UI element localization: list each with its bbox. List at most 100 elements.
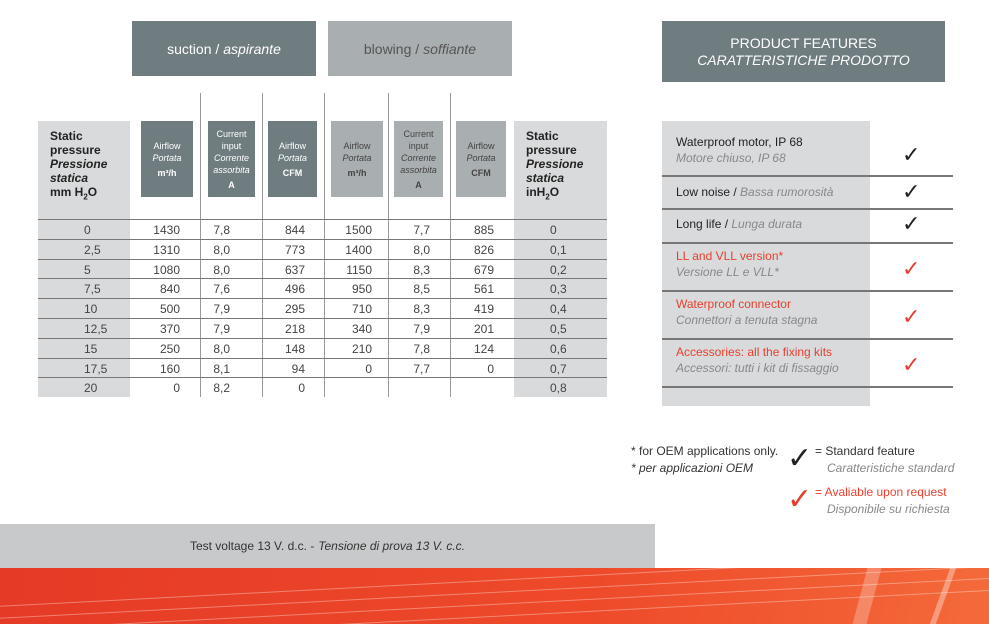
table-cell: 0 (550, 223, 557, 237)
table-cell: 561 (473, 282, 494, 297)
table-cell: 679 (473, 262, 494, 277)
checkmark-red-icon: ✓ (902, 304, 921, 329)
table-cell: 0 (487, 361, 494, 376)
table-cell: 7,6 (213, 282, 230, 297)
feature-divider (662, 290, 953, 292)
oem-note: * for OEM applications only. * per appli… (631, 443, 778, 477)
h-l2: pressure (50, 143, 101, 157)
test-voltage-bar: Test voltage 13 V. d.c. - Tensione di pr… (0, 524, 655, 568)
table-cell: 500 (159, 302, 180, 317)
table-cell: 7,9 (213, 322, 230, 336)
unit: inH (526, 185, 546, 199)
band-stripe (929, 568, 957, 624)
column-header: Airflow Portata CFM (456, 121, 506, 197)
tab-suction: suction / aspirante (132, 21, 316, 76)
column-divider (324, 93, 325, 397)
oem-note-it: * per applicazioni OEM (631, 461, 754, 475)
table-cell: 7,7 (413, 361, 430, 376)
unit2: O (87, 185, 98, 199)
table-cell: 0,3 (550, 282, 567, 297)
h-l2: pressure (526, 143, 577, 157)
header-it: Portata (342, 152, 372, 163)
column-header: Airflow Portata m³/h (331, 121, 383, 197)
feature-divider (662, 242, 953, 244)
column-divider (450, 93, 451, 397)
table-cell: 840 (159, 282, 180, 297)
legend-standard: = Standard feature Caratteristiche stand… (815, 443, 954, 477)
decorative-band (0, 568, 989, 624)
table-cell: 7,8 (213, 223, 230, 237)
table-cell: 1150 (346, 262, 372, 277)
checkmark-black-icon: ✓ (902, 142, 921, 167)
table-row: 0 1430 7,8 844 1500 7,7 885 0 (38, 219, 607, 239)
table-cell: 295 (284, 302, 305, 317)
table-cell: 250 (159, 341, 180, 356)
table-cell: 20 (84, 381, 98, 396)
h-unit: mm H2O (50, 185, 131, 204)
feature-item: LL and VLL version* Versione LL e VLL* (676, 248, 783, 280)
header-it: Portata (466, 152, 496, 163)
unit: mm H (50, 185, 84, 199)
title-it: CARATTERISTICHE PRODOTTO (697, 51, 910, 68)
static-pressure-header: Static pressure Pressione statica inH2O (514, 121, 607, 201)
header-unit: CFM (471, 167, 491, 178)
feature-it: Accessori: tutti i kit di fissaggio (676, 361, 839, 375)
table-cell: 0,4 (550, 302, 567, 317)
h-l4: statica (526, 171, 565, 185)
table-cell: 0 (298, 381, 305, 396)
header-it: Corrente assorbita (400, 152, 437, 175)
header-en: Current input (403, 128, 434, 151)
table-cell: 1400 (345, 242, 372, 257)
header-en: Airflow (343, 140, 371, 151)
unit-sub: 2 (83, 192, 88, 202)
table-cell: 148 (284, 341, 305, 356)
table-cell: 210 (351, 341, 372, 356)
tab-label-it: aspirante (223, 40, 281, 57)
h-l1: Static (50, 129, 83, 143)
feature-divider (662, 338, 953, 340)
table-cell: 8,3 (413, 302, 430, 317)
legend-request-en: = Avaliable upon request (815, 485, 947, 499)
table-cell: 844 (284, 223, 305, 237)
table-cell: 7,8 (413, 341, 430, 356)
oem-note-en: * for OEM applications only. (631, 444, 779, 458)
table-cell: 1500 (345, 223, 372, 237)
table-cell: 0 (365, 361, 372, 376)
legend-standard-it: Caratteristiche standard (827, 461, 955, 475)
table-cell: 1310 (153, 242, 180, 257)
header-en: Current input (216, 128, 247, 151)
header-it: Portata (277, 152, 308, 163)
table-cell: 8,3 (413, 262, 430, 277)
table-row: 17,5 160 8,1 94 0 7,7 0 0,7 (38, 357, 607, 378)
table-cell: 201 (473, 322, 494, 336)
table-cell: 637 (284, 262, 305, 277)
feature-item: Low noise / Bassa rumorosità (676, 184, 833, 200)
table-cell: 10 (84, 302, 98, 317)
features-title: PRODUCT FEATURES CARATTERISTICHE PRODOTTO (662, 21, 945, 82)
table-cell: 7,7 (413, 223, 430, 237)
table-cell: 8,0 (213, 262, 230, 277)
table-cell: 8,0 (213, 242, 230, 257)
h-l3: Pressione (50, 157, 108, 171)
table-cell: 124 (473, 341, 494, 356)
h-l3: Pressione (526, 157, 584, 171)
table-row: 7,5 840 7,6 496 950 8,5 561 0,3 (38, 278, 607, 298)
header-unit: CFM (282, 167, 303, 178)
feature-item: Accessories: all the fixing kits Accessor… (676, 344, 839, 376)
table-row: 10 500 7,9 295 710 8,3 419 0,4 (38, 298, 607, 318)
tab-blowing: blowing / soffiante (328, 21, 512, 76)
table-cell: 8,5 (413, 282, 430, 297)
feature-divider (662, 386, 953, 388)
feature-en: LL and VLL version* (676, 249, 784, 263)
static-pressure-header: Static pressure Pressione statica mm H2O (38, 121, 131, 201)
table-row: 12,5 370 7,9 218 340 7,9 201 0,5 (38, 318, 607, 338)
table-row: 15 250 8,0 148 210 7,8 124 0,6 (38, 337, 607, 358)
table-cell: 7,5 (84, 282, 101, 297)
footer-it: Tensione di prova 13 V. c.c. (318, 539, 466, 553)
table-cell: 8,2 (213, 381, 230, 396)
features-panel (662, 121, 870, 406)
header-unit: m³/h (157, 167, 177, 178)
feature-en: Accessories: all the fixing kits (676, 345, 833, 359)
table-cell: 5 (84, 262, 91, 277)
feature-en: Long life / (676, 217, 732, 231)
